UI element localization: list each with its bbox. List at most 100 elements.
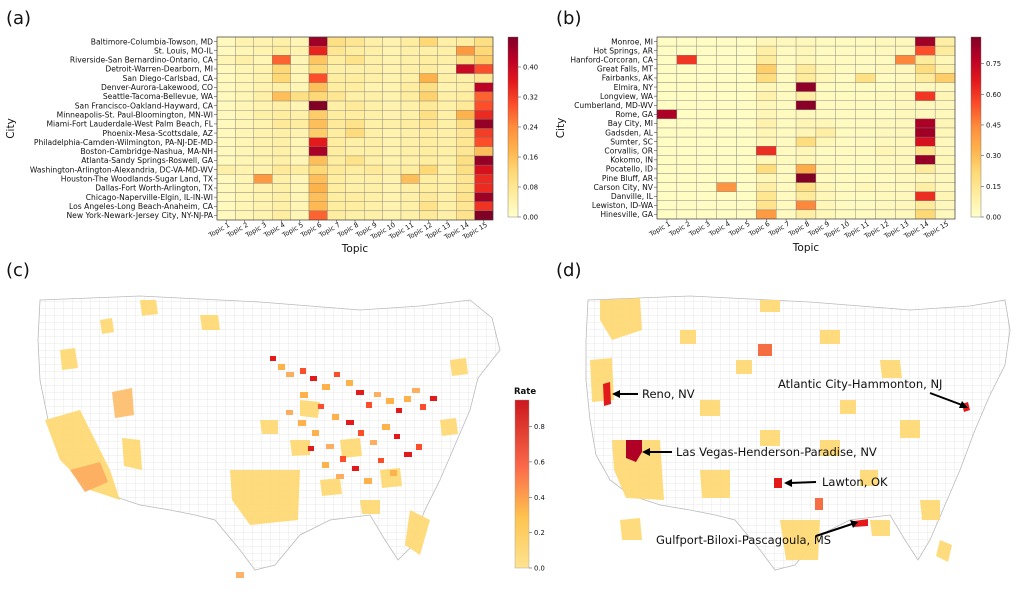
annotation-reno: Reno, NV	[612, 387, 695, 401]
map-c-county-2	[286, 372, 294, 377]
map-c-region-16	[360, 500, 380, 514]
cell-a-15-9	[382, 174, 402, 184]
cell-b-18-13	[915, 200, 936, 211]
cell-a-18-0	[216, 201, 236, 212]
map-c	[37, 295, 501, 578]
cell-b-18-12	[895, 200, 916, 211]
cell-a-2-4	[290, 55, 310, 65]
cell-b-14-2	[696, 164, 717, 174]
cell-b-7-9	[835, 100, 856, 110]
cell-a-18-11	[419, 201, 438, 212]
cell-a-19-13	[456, 210, 475, 221]
map-c-region-19	[236, 572, 244, 578]
cell-b-17-11	[875, 191, 896, 201]
cell-b-10-0	[656, 127, 678, 138]
cell-a-10-1	[235, 128, 254, 138]
map-c-region-5	[140, 300, 158, 316]
cell-a-0-2	[253, 36, 273, 47]
map-c-region-10	[300, 400, 320, 418]
cell-a-13-4	[290, 155, 310, 166]
cell-a-2-1	[235, 55, 254, 65]
colorbar-label-b-0: 0.00	[986, 214, 1001, 222]
cell-a-15-1	[235, 174, 254, 184]
cell-a-11-0	[216, 137, 236, 147]
cell-a-6-3	[272, 91, 291, 102]
map-c-region-9	[405, 510, 430, 555]
cell-a-13-5	[308, 155, 328, 166]
cell-a-10-7	[345, 128, 365, 138]
cell-b-8-1	[676, 109, 697, 120]
city-label-a-5: Denver-Aurora-Lakewood, CO	[101, 83, 213, 92]
cell-a-12-10	[400, 146, 420, 157]
colorbar-c-label-3: 0.6	[534, 458, 545, 466]
cell-b-7-5	[756, 100, 777, 110]
cell-b-16-9	[835, 182, 856, 192]
cell-b-7-7	[795, 100, 817, 110]
cell-b-3-10	[855, 64, 876, 74]
cell-b-8-6	[776, 109, 797, 120]
cell-b-3-8	[815, 64, 836, 74]
cell-b-0-0	[656, 36, 678, 47]
annotation-atlantic-city-label: Atlantic City-Hammonton, NJ	[778, 377, 942, 391]
cell-a-11-9	[382, 137, 402, 147]
map-c-county-8	[356, 390, 364, 395]
map-d-region-17	[680, 330, 696, 344]
cell-a-18-12	[437, 201, 457, 212]
cell-b-10-1	[676, 127, 697, 138]
map-d-region-13	[760, 430, 780, 446]
cell-a-5-6	[327, 82, 346, 93]
cell-a-1-0	[216, 45, 236, 56]
cell-b-4-6	[776, 73, 797, 83]
cell-b-16-11	[875, 182, 896, 192]
cell-a-2-14	[474, 55, 494, 65]
map-c-region-17	[440, 418, 458, 436]
cell-a-5-1	[235, 82, 254, 93]
cell-b-3-2	[696, 64, 717, 74]
cell-a-6-10	[400, 91, 420, 102]
cell-a-16-13	[456, 183, 475, 193]
map-c-county-10	[374, 392, 381, 397]
colorbar-label-b-3: 0.45	[986, 121, 1001, 129]
cell-b-14-8	[815, 164, 836, 174]
cell-a-17-0	[216, 192, 236, 202]
cell-b-19-8	[815, 209, 836, 220]
city-label-b-19: Hinesville, GA	[600, 210, 653, 219]
cell-a-12-3	[272, 146, 291, 157]
cell-a-18-3	[272, 201, 291, 212]
cell-b-2-8	[815, 55, 836, 65]
cell-b-3-6	[776, 64, 797, 74]
cell-b-17-4	[736, 191, 757, 201]
city-label-b-3: Great Falls, MT	[597, 65, 653, 74]
cell-a-10-9	[382, 128, 402, 138]
cell-b-0-8	[815, 36, 836, 47]
cell-a-15-14	[474, 174, 494, 184]
cell-b-14-13	[915, 164, 936, 174]
cell-a-9-2	[253, 119, 273, 129]
cell-a-4-5	[308, 73, 328, 83]
cell-a-4-6	[327, 73, 346, 83]
cell-b-16-5	[756, 182, 777, 192]
cell-b-11-13	[915, 136, 936, 147]
cell-a-1-13	[456, 45, 475, 56]
cell-b-1-14	[934, 45, 956, 56]
cell-b-8-3	[716, 109, 737, 120]
cell-b-8-10	[855, 109, 876, 120]
cell-a-12-9	[382, 146, 402, 157]
map-c-region-2	[112, 388, 134, 418]
cell-a-9-1	[235, 119, 254, 129]
city-label-b-17: Danville, IL	[611, 192, 654, 201]
cell-a-7-9	[382, 100, 402, 111]
map-c-region-18	[450, 358, 468, 376]
cell-a-6-13	[456, 91, 475, 102]
cell-a-15-3	[272, 174, 291, 184]
cell-a-15-6	[327, 174, 346, 184]
cell-a-13-7	[345, 155, 365, 166]
cell-a-9-10	[400, 119, 420, 129]
annotation-gulfport-label: Gulfport-Biloxi-Pascagoula, MS	[656, 533, 831, 547]
city-label-a-9: Miami-Fort Lauderdale-West Palm Beach, F…	[46, 120, 213, 129]
cell-a-5-14	[474, 82, 494, 93]
cell-b-4-12	[895, 73, 916, 83]
cell-b-2-0	[656, 55, 678, 65]
map-c-county-20	[346, 420, 354, 425]
cell-b-13-7	[795, 155, 817, 165]
